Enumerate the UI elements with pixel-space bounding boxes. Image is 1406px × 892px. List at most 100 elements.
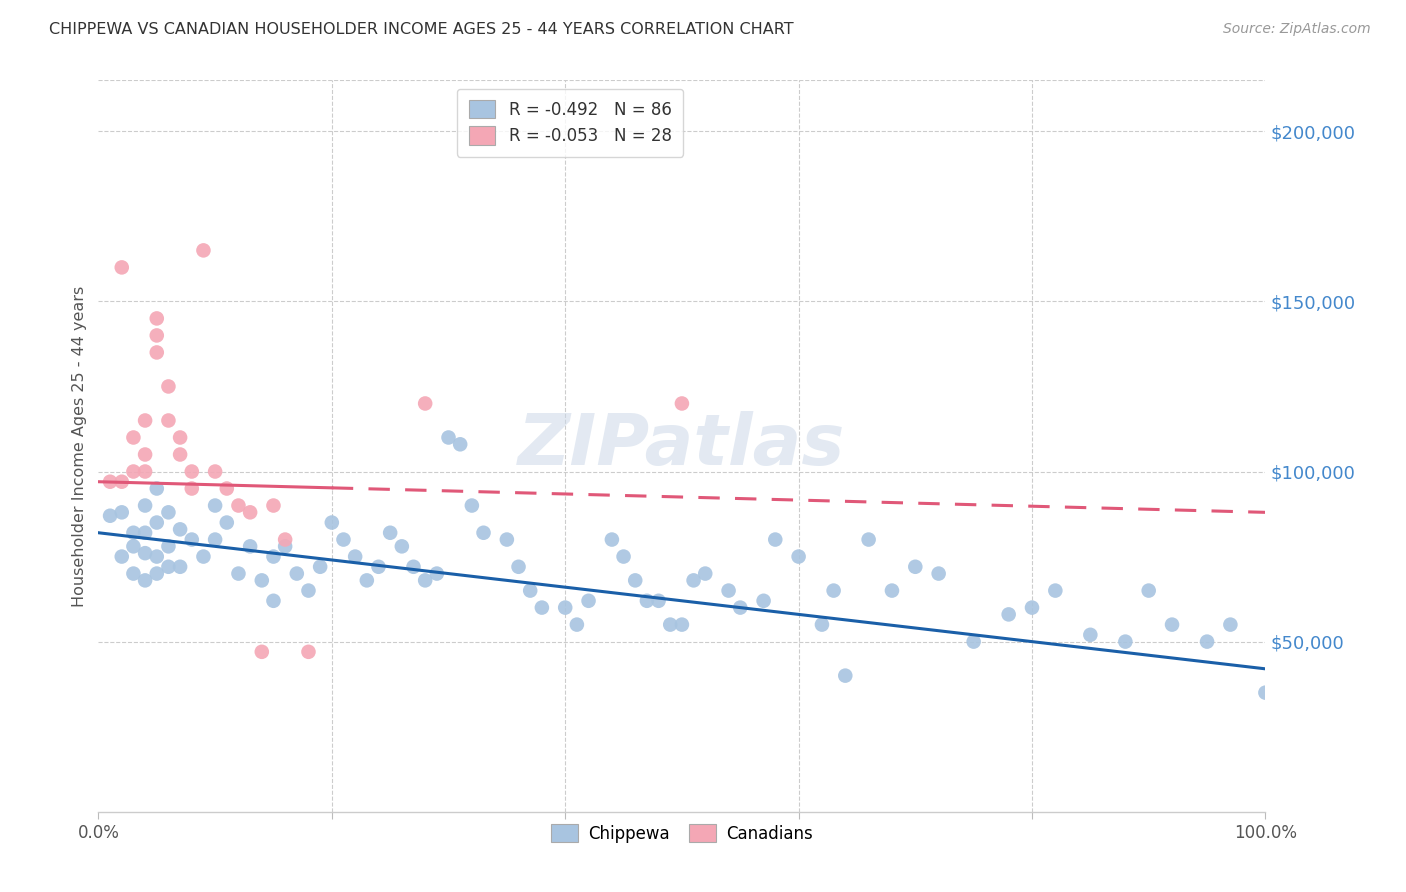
Point xyxy=(1114,634,1136,648)
Point xyxy=(180,533,202,547)
Point xyxy=(730,600,752,615)
Point xyxy=(122,525,145,540)
Point xyxy=(215,482,238,496)
Point xyxy=(344,549,367,564)
Point xyxy=(146,549,169,564)
Point xyxy=(380,525,402,540)
Point xyxy=(134,525,156,540)
Point xyxy=(134,574,156,588)
Point xyxy=(962,634,984,648)
Point xyxy=(1045,583,1067,598)
Point xyxy=(928,566,950,581)
Point xyxy=(146,311,169,326)
Point xyxy=(111,505,134,519)
Point xyxy=(169,448,191,462)
Point xyxy=(239,540,262,554)
Point xyxy=(157,540,180,554)
Point xyxy=(763,533,786,547)
Point xyxy=(98,508,121,523)
Point xyxy=(250,574,273,588)
Point xyxy=(565,617,588,632)
Point xyxy=(297,645,319,659)
Point xyxy=(1219,617,1241,632)
Point xyxy=(367,559,389,574)
Point xyxy=(98,475,121,489)
Point xyxy=(122,430,145,444)
Point xyxy=(122,465,145,479)
Point xyxy=(193,549,215,564)
Point xyxy=(578,594,600,608)
Point xyxy=(413,574,436,588)
Point xyxy=(426,566,449,581)
Point xyxy=(204,465,226,479)
Point xyxy=(647,594,669,608)
Text: CHIPPEWA VS CANADIAN HOUSEHOLDER INCOME AGES 25 - 44 YEARS CORRELATION CHART: CHIPPEWA VS CANADIAN HOUSEHOLDER INCOME … xyxy=(49,22,794,37)
Point xyxy=(321,516,343,530)
Point xyxy=(134,448,156,462)
Point xyxy=(1137,583,1160,598)
Legend: Chippewa, Canadians: Chippewa, Canadians xyxy=(543,815,821,851)
Point xyxy=(858,533,880,547)
Point xyxy=(262,594,284,608)
Point xyxy=(250,645,273,659)
Point xyxy=(228,566,250,581)
Point xyxy=(508,559,530,574)
Point xyxy=(1080,628,1102,642)
Point xyxy=(461,499,484,513)
Point xyxy=(997,607,1019,622)
Point xyxy=(193,244,215,258)
Text: ZIPatlas: ZIPatlas xyxy=(519,411,845,481)
Point xyxy=(111,549,134,564)
Point xyxy=(682,574,704,588)
Point xyxy=(157,379,180,393)
Point xyxy=(134,546,156,560)
Point xyxy=(624,574,647,588)
Point xyxy=(752,594,775,608)
Point xyxy=(169,430,191,444)
Point xyxy=(239,505,262,519)
Point xyxy=(717,583,740,598)
Point xyxy=(262,499,284,513)
Point xyxy=(834,668,856,682)
Point xyxy=(787,549,810,564)
Point xyxy=(262,549,284,564)
Point xyxy=(157,505,180,519)
Point xyxy=(134,499,156,513)
Point xyxy=(391,540,413,554)
Point xyxy=(134,413,156,427)
Point xyxy=(823,583,845,598)
Point xyxy=(169,522,191,536)
Point xyxy=(157,413,180,427)
Point xyxy=(228,499,250,513)
Point xyxy=(332,533,354,547)
Point xyxy=(285,566,308,581)
Point xyxy=(134,465,156,479)
Point xyxy=(146,482,169,496)
Point xyxy=(1195,634,1218,648)
Y-axis label: Householder Income Ages 25 - 44 years: Householder Income Ages 25 - 44 years xyxy=(72,285,87,607)
Point xyxy=(530,600,553,615)
Point xyxy=(413,396,436,410)
Point xyxy=(309,559,332,574)
Point xyxy=(274,533,297,547)
Point xyxy=(1254,686,1277,700)
Point xyxy=(472,525,495,540)
Point xyxy=(111,475,134,489)
Point xyxy=(204,533,226,547)
Point xyxy=(613,549,636,564)
Point xyxy=(146,566,169,581)
Point xyxy=(449,437,471,451)
Point xyxy=(204,499,226,513)
Point xyxy=(356,574,378,588)
Point xyxy=(122,540,145,554)
Point xyxy=(180,482,202,496)
Point xyxy=(636,594,658,608)
Point xyxy=(811,617,834,632)
Text: Source: ZipAtlas.com: Source: ZipAtlas.com xyxy=(1223,22,1371,37)
Point xyxy=(600,533,623,547)
Point xyxy=(519,583,541,598)
Point xyxy=(1161,617,1184,632)
Point xyxy=(157,559,180,574)
Point xyxy=(695,566,717,581)
Point xyxy=(437,430,460,444)
